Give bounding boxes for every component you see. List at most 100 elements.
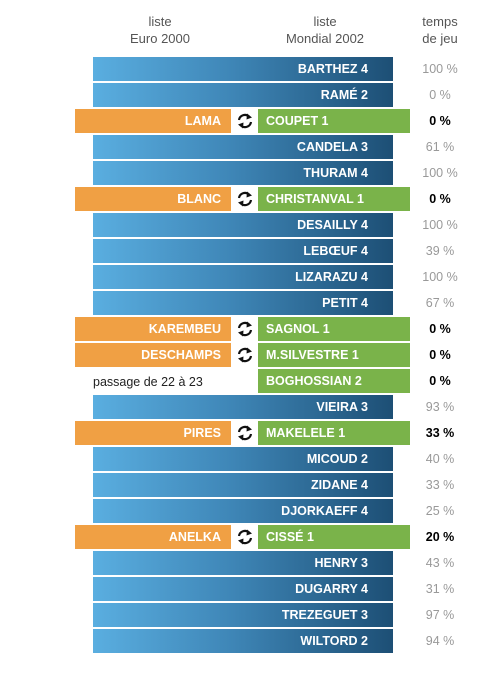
mondial-player-name: BARTHEZ 4	[297, 62, 368, 76]
playing-time-value: 93 %	[425, 400, 455, 414]
mondial-player-name: MICOUD 2	[306, 452, 368, 466]
playing-time-value: 61 %	[425, 140, 455, 154]
header-mondial-2002: liste Mondial 2002	[270, 13, 380, 47]
table-row: DESAILLY 4 100 %	[0, 213, 500, 237]
playing-time-value: 0 %	[429, 322, 451, 336]
swap-arrows-icon	[231, 343, 258, 367]
euro-player-name: BLANC	[177, 192, 221, 206]
mondial-player-name: WILTORD 2	[300, 634, 368, 648]
kept-player-bar	[93, 239, 393, 263]
mondial-player-name: TREZEGUET 3	[281, 608, 368, 622]
mondial-player-name: HENRY 3	[314, 556, 369, 570]
table-row: PIRES MAKELELE 1 33 %	[0, 421, 500, 445]
playing-time-value: 0 %	[429, 114, 451, 128]
playing-time-value: 0 %	[429, 374, 451, 388]
replaced-player-bar	[75, 343, 231, 367]
header-temps-line1: temps	[422, 14, 458, 29]
squad-expansion-note: passage de 22 à 23	[93, 375, 203, 389]
table-row: ANELKA CISSÉ 1 20 %	[0, 525, 500, 549]
table-row: BOGHOSSIAN 2 0 %	[0, 369, 500, 393]
playing-time-value: 94 %	[425, 634, 455, 648]
playing-time-value: 33 %	[425, 478, 455, 492]
mondial-player-name: VIEIRA 3	[316, 400, 368, 414]
playing-time-value: 100 %	[422, 218, 458, 232]
playing-time-value: 100 %	[422, 270, 458, 284]
new-player-bar	[258, 343, 410, 367]
mondial-player-name: CANDELA 3	[296, 140, 368, 154]
playing-time-value: 20 %	[425, 530, 455, 544]
swap-arrows-icon	[231, 187, 258, 211]
table-row: VIEIRA 3 93 %	[0, 395, 500, 419]
playing-time-value: 0 %	[429, 88, 451, 102]
swap-arrows-icon	[231, 421, 258, 445]
table-row: TREZEGUET 3 97 %	[0, 603, 500, 627]
table-row: DUGARRY 4 31 %	[0, 577, 500, 601]
mondial-player-name: COUPET 1	[266, 114, 329, 128]
playing-time-value: 0 %	[429, 348, 451, 362]
new-player-bar	[258, 317, 410, 341]
kept-player-bar	[93, 629, 393, 653]
replaced-player-bar	[75, 317, 231, 341]
mondial-player-name: ZIDANE 4	[311, 478, 368, 492]
new-player-bar	[258, 525, 410, 549]
mondial-player-name: DESAILLY 4	[297, 218, 368, 232]
mondial-player-name: LEBŒUF 4	[303, 244, 368, 258]
kept-player-bar	[93, 603, 393, 627]
new-player-bar	[258, 109, 410, 133]
mondial-player-name: DUGARRY 4	[295, 582, 368, 596]
playing-time-value: 39 %	[425, 244, 455, 258]
header-euro-line2: Euro 2000	[130, 31, 190, 46]
table-row: BLANC CHRISTANVAL 1 0 %	[0, 187, 500, 211]
kept-player-bar	[93, 499, 393, 523]
mondial-player-name: MAKELELE 1	[266, 426, 346, 440]
kept-player-bar	[93, 161, 393, 185]
new-player-bar	[258, 369, 410, 393]
euro-player-name: PIRES	[183, 426, 221, 440]
playing-time-value: 25 %	[425, 504, 455, 518]
kept-player-bar	[93, 213, 393, 237]
playing-time-value: 100 %	[422, 62, 458, 76]
euro-player-name: DESCHAMPS	[141, 348, 221, 362]
mondial-player-name: PETIT 4	[322, 296, 368, 310]
replaced-player-bar	[75, 187, 231, 211]
playing-time-value: 40 %	[425, 452, 455, 466]
table-row: BARTHEZ 4 100 %	[0, 57, 500, 81]
kept-player-bar	[93, 395, 393, 419]
table-row: DESCHAMPS M.SILVESTRE 1 0 %	[0, 343, 500, 367]
header-temps-line2: de jeu	[422, 31, 458, 46]
swap-arrows-icon	[231, 109, 258, 133]
kept-player-bar	[93, 83, 393, 107]
header-euro-2000: liste Euro 2000	[105, 13, 215, 47]
mondial-player-name: LIZARAZU 4	[295, 270, 368, 284]
kept-player-bar	[93, 577, 393, 601]
mondial-player-name: RAMÉ 2	[320, 88, 368, 102]
table-row: WILTORD 2 94 %	[0, 629, 500, 653]
swap-arrows-icon	[231, 525, 258, 549]
mondial-player-name: BOGHOSSIAN 2	[266, 374, 362, 388]
replaced-player-bar	[75, 525, 231, 549]
kept-player-bar	[93, 291, 393, 315]
table-row: ZIDANE 4 33 %	[0, 473, 500, 497]
mondial-player-name: SAGNOL 1	[266, 322, 330, 336]
table-row: LIZARAZU 4 100 %	[0, 265, 500, 289]
mondial-player-name: M.SILVESTRE 1	[266, 348, 359, 362]
kept-player-bar	[93, 551, 393, 575]
mondial-player-name: DJORKAEFF 4	[281, 504, 368, 518]
replaced-player-bar	[75, 421, 231, 445]
header-temps-de-jeu: temps de jeu	[385, 13, 495, 47]
playing-time-value: 0 %	[429, 192, 451, 206]
header-mondial-line1: liste	[313, 14, 337, 29]
replaced-player-bar	[75, 109, 231, 133]
header-mondial-line2: Mondial 2002	[285, 31, 365, 46]
playing-time-value: 67 %	[425, 296, 455, 310]
table-row: KAREMBEU SAGNOL 1 0 %	[0, 317, 500, 341]
swap-arrows-icon	[231, 317, 258, 341]
mondial-player-name: THURAM 4	[303, 166, 368, 180]
kept-player-bar	[93, 447, 393, 471]
table-row: THURAM 4 100 %	[0, 161, 500, 185]
mondial-player-name: CISSÉ 1	[266, 530, 314, 544]
table-row: PETIT 4 67 %	[0, 291, 500, 315]
table-row: LAMA COUPET 1 0 %	[0, 109, 500, 133]
table-row: DJORKAEFF 4 25 %	[0, 499, 500, 523]
euro-player-name: ANELKA	[168, 530, 221, 544]
